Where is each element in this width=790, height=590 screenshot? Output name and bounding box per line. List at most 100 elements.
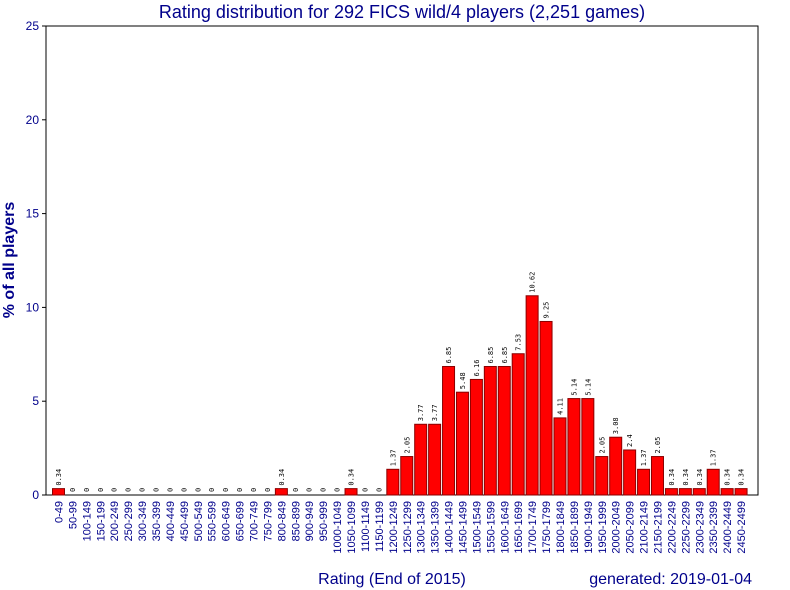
x-tick-label: 2000-2049: [611, 501, 623, 554]
bar: [483, 365, 497, 496]
data-label: 0.34: [724, 469, 732, 486]
x-tick-label: 1750-1799: [541, 501, 553, 554]
data-label: 0: [292, 488, 300, 492]
x-tick-label: 1850-1899: [569, 501, 581, 554]
bar: [650, 456, 664, 496]
x-tick-label: 1400-1449: [444, 501, 456, 554]
data-labels: 0.34 0 0 0 0 0 0 0 0 0 0 0 0 0 0 0 0.34 0 0 0 0 0.34 0 0 1.37 2.0…: [55, 272, 746, 492]
x-tick-label: 2100-2149: [639, 501, 651, 554]
bar: [664, 488, 678, 496]
data-label: 4.11: [556, 398, 564, 415]
data-label: 6.85: [501, 347, 509, 364]
bar: [525, 295, 539, 496]
data-label: 2.05: [598, 437, 606, 454]
x-tick-label: 2400-2449: [722, 501, 734, 554]
y-tick-label: 5: [32, 394, 39, 408]
x-tick-label: 1150-1199: [374, 501, 386, 552]
bar: [609, 436, 623, 496]
x-axis: 0-49 50-99 100-149 150-199 200-249 250-299 300…: [54, 501, 749, 554]
x-tick-label: 1900-1949: [583, 501, 595, 554]
data-label: 0: [153, 488, 161, 492]
data-label: 0: [334, 488, 342, 492]
data-label: 10.62: [529, 272, 537, 293]
bar: [734, 488, 748, 496]
bar: [386, 468, 400, 496]
data-label: 0: [375, 488, 383, 492]
bar: [567, 398, 581, 496]
x-tick-label: 2150-2199: [652, 501, 664, 554]
data-label: 0: [222, 488, 230, 492]
bar: [469, 378, 483, 496]
bar: [678, 488, 692, 496]
x-tick-label: 0-49: [54, 501, 66, 523]
generated-date: generated: 2019-01-04: [589, 571, 752, 588]
data-label: 0: [111, 488, 119, 492]
data-label: 0: [361, 488, 369, 492]
x-tick-label: 200-249: [109, 501, 121, 541]
bars: [52, 295, 748, 496]
x-tick-label: 2200-2249: [666, 501, 678, 554]
bar: [497, 365, 511, 496]
data-label: 0: [264, 488, 272, 492]
data-label: 0: [306, 488, 314, 492]
data-label: 0.34: [738, 469, 746, 486]
x-tick-label: 50-99: [67, 501, 79, 529]
bar: [414, 423, 428, 496]
data-label: 1.37: [389, 449, 397, 466]
x-tick-label: 1950-1999: [597, 501, 609, 554]
x-tick-label: 700-749: [249, 501, 261, 541]
bar: [692, 488, 706, 496]
x-tick-label: 1450-1499: [457, 501, 469, 554]
data-label: 0.34: [696, 469, 704, 486]
y-axis: 0 5 10 15 20 25: [26, 19, 46, 502]
bar: [706, 468, 720, 496]
x-tick-label: 1800-1849: [555, 501, 567, 554]
bar: [400, 456, 414, 496]
data-label: 6.85: [487, 347, 495, 364]
data-label: 0.34: [682, 469, 690, 486]
x-tick-label: 100-149: [81, 501, 93, 541]
x-tick-label: 1300-1349: [416, 501, 428, 554]
x-tick-label: 2300-2349: [694, 501, 706, 554]
data-label: 0: [180, 488, 188, 492]
y-tick-label: 0: [32, 488, 39, 502]
x-tick-label: 800-849: [276, 501, 288, 541]
data-label: 0: [236, 488, 244, 492]
bar: [511, 353, 525, 496]
x-tick-label: 1250-1299: [402, 501, 414, 554]
data-label: 0.34: [55, 469, 63, 486]
data-label: 0: [83, 488, 91, 492]
x-tick-label: 350-399: [151, 501, 163, 541]
x-tick-label: 1600-1649: [499, 501, 511, 554]
data-label: 5.48: [459, 372, 467, 389]
data-label: 3.77: [417, 404, 425, 421]
x-tick-label: 300-349: [137, 501, 149, 541]
x-tick-label: 2450-2499: [736, 501, 748, 554]
y-tick-label: 15: [26, 207, 40, 221]
x-tick-label: 1200-1249: [388, 501, 400, 554]
data-label: 2.05: [654, 437, 662, 454]
x-tick-label: 1100-1149: [360, 501, 372, 552]
x-tick-label: 400-449: [165, 501, 177, 541]
data-label: 6.16: [473, 360, 481, 377]
bar: [553, 417, 567, 496]
bar: [637, 468, 651, 496]
data-label: 0: [320, 488, 328, 492]
bar: [274, 488, 288, 496]
bar: [455, 391, 469, 496]
data-label: 0: [125, 488, 133, 492]
data-label: 0: [208, 488, 216, 492]
data-label: 0.34: [668, 469, 676, 486]
data-label: 0.34: [348, 469, 356, 486]
y-tick-label: 25: [26, 19, 40, 33]
x-tick-label: 1550-1599: [485, 501, 497, 554]
x-tick-label: 1650-1699: [513, 501, 525, 554]
data-label: 0: [250, 488, 258, 492]
bar: [344, 488, 358, 496]
x-axis-label: Rating (End of 2015): [318, 571, 466, 588]
bar: [442, 365, 456, 496]
plot-area: [45, 25, 759, 496]
y-axis-label: % of all players: [1, 202, 18, 319]
data-label: 0.34: [278, 469, 286, 486]
